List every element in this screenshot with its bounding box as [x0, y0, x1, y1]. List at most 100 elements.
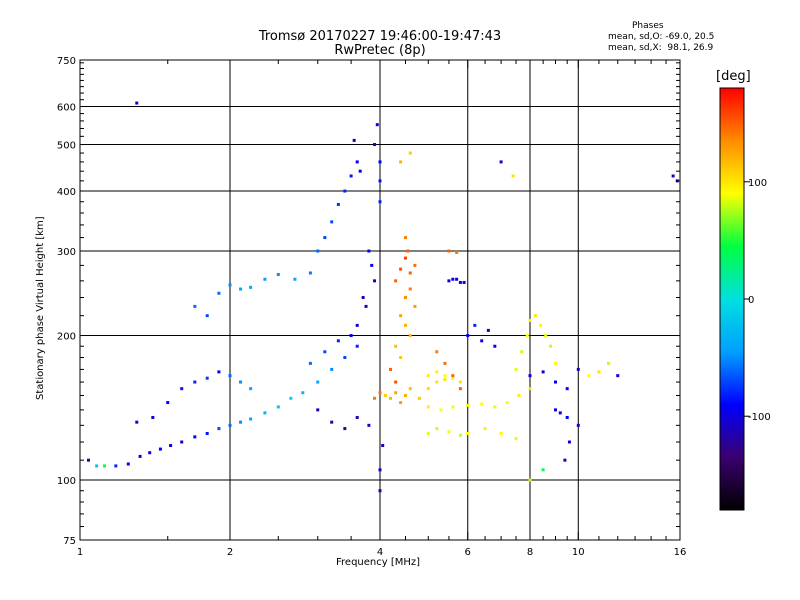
- legend-line-x: mean, sd,X: 98.1, 26.9: [608, 43, 714, 53]
- data-point: [483, 427, 487, 431]
- data-point: [95, 464, 99, 468]
- x-tick-label: 1: [77, 547, 83, 558]
- data-point: [480, 402, 484, 406]
- data-point: [466, 432, 470, 436]
- colorbar-tick-label: 100: [748, 178, 767, 189]
- data-point: [394, 344, 398, 348]
- data-point: [462, 280, 466, 284]
- x-axis-ticks: 1 2 4 6 8 10 16: [77, 60, 687, 558]
- data-point: [443, 377, 447, 381]
- data-point: [576, 367, 580, 371]
- data-point: [597, 370, 601, 374]
- data-point: [528, 374, 532, 378]
- data-point: [205, 376, 209, 380]
- data-point: [553, 380, 557, 384]
- data-point: [249, 285, 253, 289]
- data-point: [308, 361, 312, 365]
- data-point: [367, 423, 371, 427]
- data-point: [378, 200, 382, 204]
- data-point: [330, 420, 334, 424]
- data-point: [135, 420, 139, 424]
- data-point: [435, 427, 439, 431]
- data-point: [505, 401, 509, 405]
- data-point: [239, 420, 243, 424]
- data-point: [180, 440, 184, 444]
- data-point: [587, 374, 591, 378]
- data-point: [408, 387, 412, 391]
- x-tick-label: 16: [674, 547, 687, 558]
- data-point: [458, 433, 462, 437]
- data-point: [447, 279, 451, 283]
- x-tick-label: 10: [572, 547, 585, 558]
- y-tick-label: 400: [57, 187, 76, 198]
- data-point: [517, 394, 521, 398]
- data-point: [135, 101, 139, 105]
- colorbar-label: [deg]: [716, 69, 751, 84]
- data-point: [349, 334, 353, 338]
- data-point: [378, 468, 382, 472]
- data-point: [193, 304, 197, 308]
- data-point: [126, 462, 130, 466]
- x-tick-label: 8: [527, 547, 533, 558]
- y-tick-label: 500: [57, 141, 76, 152]
- colorbar: [719, 87, 745, 511]
- data-point: [514, 437, 518, 441]
- data-point: [228, 283, 232, 287]
- y-tick-label: 75: [63, 536, 76, 547]
- y-axis-label: Stationary phase Virtual Height [km]: [35, 216, 46, 400]
- data-point: [378, 489, 382, 493]
- data-point: [408, 271, 412, 275]
- legend-line-o: mean, sd,O: -69.0, 20.5: [608, 32, 715, 42]
- data-point: [403, 394, 407, 398]
- data-point: [308, 271, 312, 275]
- data-point: [355, 323, 359, 327]
- data-point: [408, 287, 412, 291]
- data-point: [316, 380, 320, 384]
- data-point: [458, 387, 462, 391]
- data-point: [323, 350, 327, 354]
- data-point: [293, 277, 297, 281]
- data-point: [330, 220, 334, 224]
- data-point: [399, 355, 403, 359]
- data-point: [435, 350, 439, 354]
- data-point: [451, 405, 455, 409]
- y-tick-label: 750: [57, 56, 76, 67]
- data-point: [263, 411, 267, 415]
- data-point: [520, 350, 524, 354]
- data-point: [426, 387, 430, 391]
- data-point: [169, 444, 173, 448]
- data-point: [343, 355, 347, 359]
- data-point: [336, 339, 340, 343]
- data-point: [403, 236, 407, 240]
- data-point: [558, 411, 562, 415]
- data-point: [466, 403, 470, 407]
- data-point: [565, 415, 569, 419]
- data-point: [451, 374, 455, 378]
- data-point: [103, 464, 107, 468]
- data-point: [239, 380, 243, 384]
- data-point: [364, 304, 368, 308]
- data-point: [336, 202, 340, 206]
- data-point: [447, 430, 451, 434]
- data-point: [493, 344, 497, 348]
- data-point: [323, 236, 327, 240]
- data-point: [435, 380, 439, 384]
- data-points: [86, 101, 679, 493]
- data-point: [473, 323, 477, 327]
- data-point: [443, 374, 447, 378]
- data-point: [394, 279, 398, 283]
- data-point: [451, 376, 455, 380]
- data-point: [528, 318, 532, 322]
- data-point: [443, 361, 447, 365]
- data-point: [553, 408, 557, 412]
- colorbar-tick-label: 0: [748, 295, 754, 306]
- data-point: [565, 387, 569, 391]
- data-point: [533, 314, 537, 318]
- data-point: [205, 314, 209, 318]
- y-tick-label: 600: [57, 103, 76, 114]
- data-point: [138, 454, 142, 458]
- data-point: [403, 256, 407, 260]
- data-point: [458, 380, 462, 384]
- data-point: [417, 396, 421, 400]
